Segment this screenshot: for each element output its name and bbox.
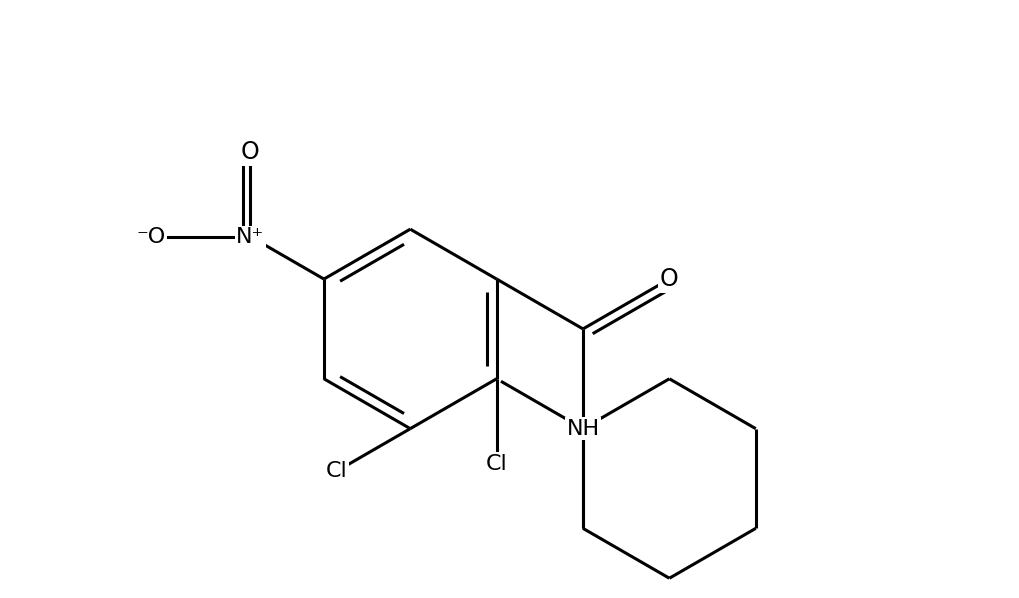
Text: NH: NH (566, 419, 599, 439)
Text: Cl: Cl (326, 461, 347, 481)
Text: ⁻O: ⁻O (137, 227, 165, 246)
Text: Cl: Cl (485, 453, 507, 474)
Text: O: O (240, 140, 260, 164)
Text: N⁺: N⁺ (236, 227, 264, 246)
Text: O: O (659, 267, 678, 291)
